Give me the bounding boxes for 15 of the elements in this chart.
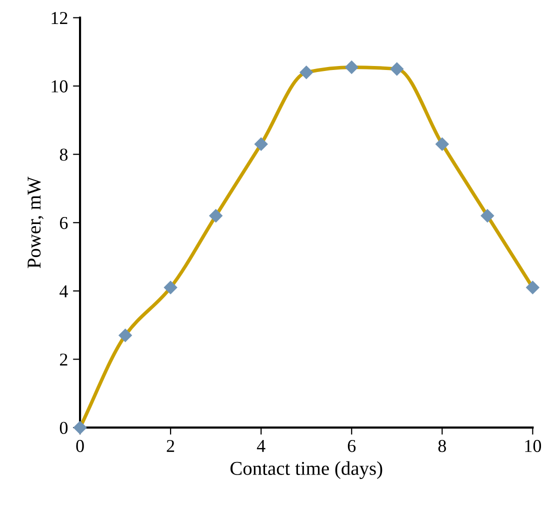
y-tick-label: 8 [60,148,68,161]
x-tick-label: 4 [256,440,266,452]
y-tick-label: 2 [60,354,68,366]
x-tick-label: 10 [525,440,542,452]
x-tick-label: 8 [438,440,446,452]
y-tick-label: 4 [60,285,68,298]
x-tick-label: 2 [166,440,174,452]
y-tick-label: 10 [52,80,68,92]
y-tick-label: 6 [60,216,68,230]
x-tick-label: 6 [348,440,356,452]
x-axis-title: Contact time (days) [230,461,382,479]
x-tick-label: 0 [76,440,84,452]
y-tick-label: 12 [52,12,68,24]
y-axis-title: Power, mW [28,176,44,268]
y-tick-label: 0 [60,422,68,434]
